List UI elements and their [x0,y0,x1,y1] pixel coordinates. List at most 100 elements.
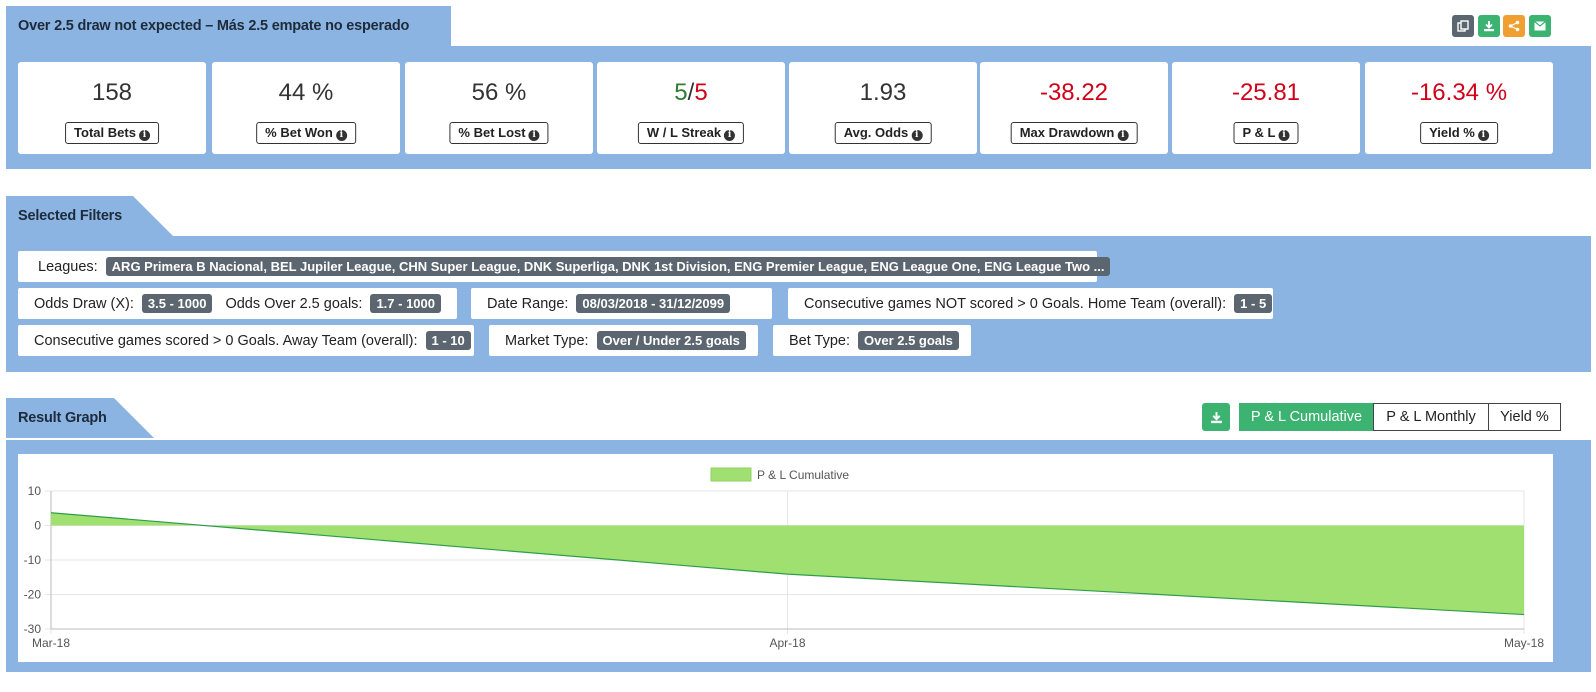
filter-label: Odds Draw (X): [34,295,134,312]
y-tick-label: -10 [24,553,42,567]
filter-badge: 1.7 - 1000 [370,294,441,313]
filter-label: Odds Over 2.5 goals: [225,295,363,312]
filters-panel: Leagues: ARG Primera B Nacional, BEL Jup… [6,236,1591,372]
tab-yield[interactable]: Yield % [1488,403,1561,431]
info-icon: i [1278,130,1290,141]
filter-bet-type: Bet Type: Over 2.5 goals [773,325,971,356]
info-icon: i [1477,130,1489,141]
graph-download-button[interactable] [1202,403,1230,431]
stats-panel: 158 Total Bets i 44 % % Bet Won i 56 % % B… [6,46,1591,169]
filters-tab-shape [6,196,173,236]
share-icon [1508,20,1520,32]
filter-cons-scored: Consecutive games scored > 0 Goals. Away… [18,325,474,356]
stat-label-text: Yield % [1429,125,1475,140]
filter-badge: ARG Primera B Nacional, BEL Jupiler Leag… [105,257,1111,276]
header-tab: Over 2.5 draw not expected – Más 2.5 emp… [6,6,451,46]
stat-label[interactable]: % Bet Lost i [449,122,549,144]
filter-leagues: Leagues: ARG Primera B Nacional, BEL Jup… [18,251,1111,282]
series-line [50,512,1525,616]
info-icon: i [335,130,347,141]
stat-label[interactable]: Yield % i [1420,122,1498,144]
email-icon [1534,21,1546,31]
stat-label[interactable]: Avg. Odds i [834,122,932,144]
filter-badge: 1 - 5 [1234,294,1273,313]
stat-wl-streak: 5/5 W / L Streak i [597,62,785,154]
y-tick-label: 10 [28,484,42,498]
filter-badge: Over 2.5 goals [858,331,959,350]
stat-label-text: Max Drawdown [1019,125,1115,140]
stat-value: 1.93 [859,79,907,106]
graph-title: Result Graph [18,410,107,426]
filter-badge: 3.5 - 1000 [141,294,213,313]
stat-label-text: P & L [1242,125,1276,140]
filter-label: Consecutive games scored > 0 Goals. Away… [34,332,418,349]
stat-value: 56 % [471,79,527,106]
info-icon: i [724,130,736,141]
legend-label: P & L Cumulative [757,468,849,482]
legend-swatch [710,467,752,482]
stat-label[interactable]: % Bet Won i [256,122,356,144]
stat-total-bets: 158 Total Bets i [18,62,206,154]
stat-bet-won: 44 % % Bet Won i [212,62,400,154]
graph-tab: Result Graph [6,398,154,438]
stat-max-drawdown: -38.22 Max Drawdown i [980,62,1168,154]
info-icon: i [138,130,150,141]
filter-date-range: Date Range: 08/03/2018 - 31/12/2099 [471,288,772,319]
download-icon [1210,411,1222,423]
stat-value: 5/5 [597,79,785,107]
filters-title: Selected Filters [18,208,122,224]
filter-cons-not-scored: Consecutive games NOT scored > 0 Goals. … [788,288,1273,319]
stat-label-text: Total Bets [74,125,136,140]
streak-sep: / [687,79,695,106]
stat-value: 158 [91,79,133,106]
y-tick-label: -20 [24,588,42,602]
copy-icon [1457,20,1469,32]
stat-bet-lost: 56 % % Bet Lost i [405,62,593,154]
stat-label[interactable]: W / L Streak i [637,122,745,144]
stat-label[interactable]: Max Drawdown i [1010,122,1138,144]
copy-button[interactable] [1452,15,1474,37]
filters-tab: Selected Filters [6,196,173,236]
filter-badge: 08/03/2018 - 31/12/2099 [576,294,731,313]
stat-label-text: W / L Streak [646,125,722,140]
filter-label: Bet Type: [789,332,850,349]
stat-value: 44 % [278,79,334,106]
download-button[interactable] [1478,15,1500,37]
stat-value: -16.34 % [1410,79,1508,106]
streak-win: 5 [674,79,688,106]
filter-label: Date Range: [487,295,569,312]
info-icon: i [528,130,540,141]
y-tick-label: -30 [24,622,42,636]
page-title: Over 2.5 draw not expected – Más 2.5 emp… [18,18,410,34]
stat-label[interactable]: Total Bets i [65,122,159,144]
chart-card: 10 0 -10 -20 -30 Mar-18 Apr-18 May-18 P & L Cumu… [18,454,1553,662]
filter-badge: 1 - 10 [425,331,471,350]
x-tick-label: May-18 [1504,636,1544,650]
stat-avg-odds: 1.93 Avg. Odds i [789,62,977,154]
stat-label-text: Avg. Odds [843,125,909,140]
share-button[interactable] [1503,15,1525,37]
streak-loss: 5 [694,79,708,106]
tab-pl-monthly[interactable]: P & L Monthly [1373,403,1489,431]
filter-market-type: Market Type: Over / Under 2.5 goals [489,325,758,356]
filter-label: Leagues: [38,258,98,275]
info-icon: i [1117,130,1129,141]
stat-yield: -16.34 % Yield % i [1365,62,1553,154]
filter-label: Market Type: [505,332,589,349]
download-icon [1484,21,1494,32]
series-area [51,512,1524,615]
filter-odds: Odds Draw (X): 3.5 - 1000 Odds Over 2.5 … [18,288,457,319]
graph-tab-shape [6,398,154,438]
x-tick-label: Apr-18 [769,636,805,650]
stat-value: -25.81 [1231,79,1301,106]
y-tick-label: 0 [34,519,41,533]
stat-value: -38.22 [1039,79,1109,106]
x-tick-label: Mar-18 [32,636,70,650]
tab-pl-cumulative[interactable]: P & L Cumulative [1239,403,1374,431]
filter-badge: Over / Under 2.5 goals [596,331,746,350]
email-button[interactable] [1529,15,1551,37]
info-icon: i [911,130,923,141]
